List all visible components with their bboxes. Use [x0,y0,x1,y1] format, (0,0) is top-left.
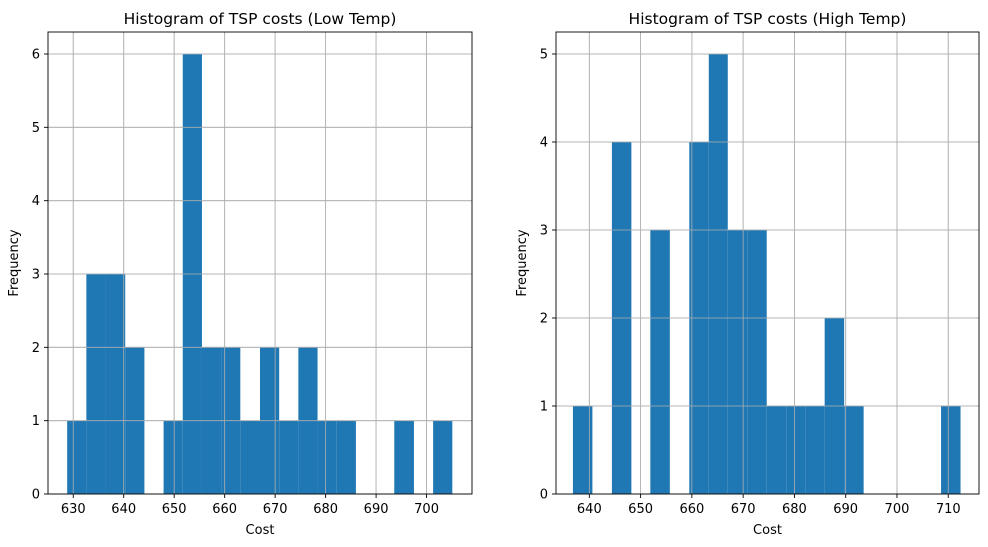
y-tick-label: 1 [540,400,548,415]
high-temp-histogram-panel: 640 650 660 670 680 690 700 710 0 1 2 3 4 5 Histogram… [515,10,980,538]
x-tick-label: 700 [414,502,439,517]
histogram-bar [433,420,453,494]
x-tick-label: 630 [61,502,86,517]
x-tick-label: 670 [731,502,756,517]
histogram-bar [786,406,806,494]
histogram-bar [279,420,299,494]
histogram-bar [163,420,183,494]
histogram-bar [727,230,748,494]
x-tick-label: 680 [782,502,807,517]
plot-frame [47,31,473,495]
histogram-bar [317,420,337,494]
histogram-bar [747,230,767,494]
y-axis-label: Frequency [515,229,530,296]
gridlines-over-bars [556,32,979,495]
histogram-bar [240,420,260,494]
y-tick-label: 5 [32,121,40,136]
y-tick-label: 4 [540,136,548,151]
axis-ticks: 630 640 650 660 670 680 690 700 0 1 2 3 4 5 6 [32,48,439,518]
x-tick-label: 670 [263,502,288,517]
histogram-bar [572,406,593,494]
x-tick-label: 640 [577,502,602,517]
histogram-bar [67,420,87,494]
x-tick-label: 660 [212,502,237,517]
x-tick-label: 680 [313,502,338,517]
y-tick-label: 0 [32,488,40,503]
chart-title: Histogram of TSP costs (High Temp) [629,10,907,28]
histogram-bar [394,420,414,494]
y-tick-label: 5 [540,48,548,63]
x-tick-label: 640 [111,502,136,517]
x-tick-label: 700 [885,502,910,517]
x-tick-label: 650 [162,502,187,517]
histogram-bar [86,274,106,494]
histogram-bar [844,406,864,494]
chart-title: Histogram of TSP costs (Low Temp) [124,10,397,28]
y-tick-label: 6 [32,48,40,63]
histogram-bar [941,406,961,494]
y-tick-label: 3 [32,268,40,283]
y-tick-label: 0 [540,488,548,503]
x-tick-label: 690 [364,502,389,517]
histogram-bar [336,420,356,494]
histogram-bar [805,406,825,494]
x-axis-label: Cost [246,523,275,538]
histogram-bars [48,32,472,495]
histogram-bar [105,274,126,494]
y-tick-label: 1 [32,414,40,429]
y-tick-label: 4 [32,194,40,209]
x-tick-label: 690 [833,502,858,517]
x-axis-label: Cost [753,523,782,538]
x-tick-label: 650 [628,502,653,517]
y-axis-label: Frequency [7,229,22,296]
histogram-bar [708,54,728,494]
plot-frame [555,31,980,495]
y-tick-label: 3 [540,224,548,239]
low-temp-histogram-panel: 630 640 650 660 670 680 690 700 0 1 2 3 4 5 6 Histogra… [7,10,473,538]
y-tick-label: 2 [540,312,548,327]
x-tick-label: 660 [679,502,704,517]
axis-ticks: 640 650 660 670 680 690 700 710 0 1 2 3 4 5 [540,48,961,518]
x-tick-label: 710 [936,502,961,517]
histogram-bars [556,32,979,495]
histogram-bar [766,406,787,494]
histogram-bar [650,230,670,494]
y-tick-label: 2 [32,341,40,356]
